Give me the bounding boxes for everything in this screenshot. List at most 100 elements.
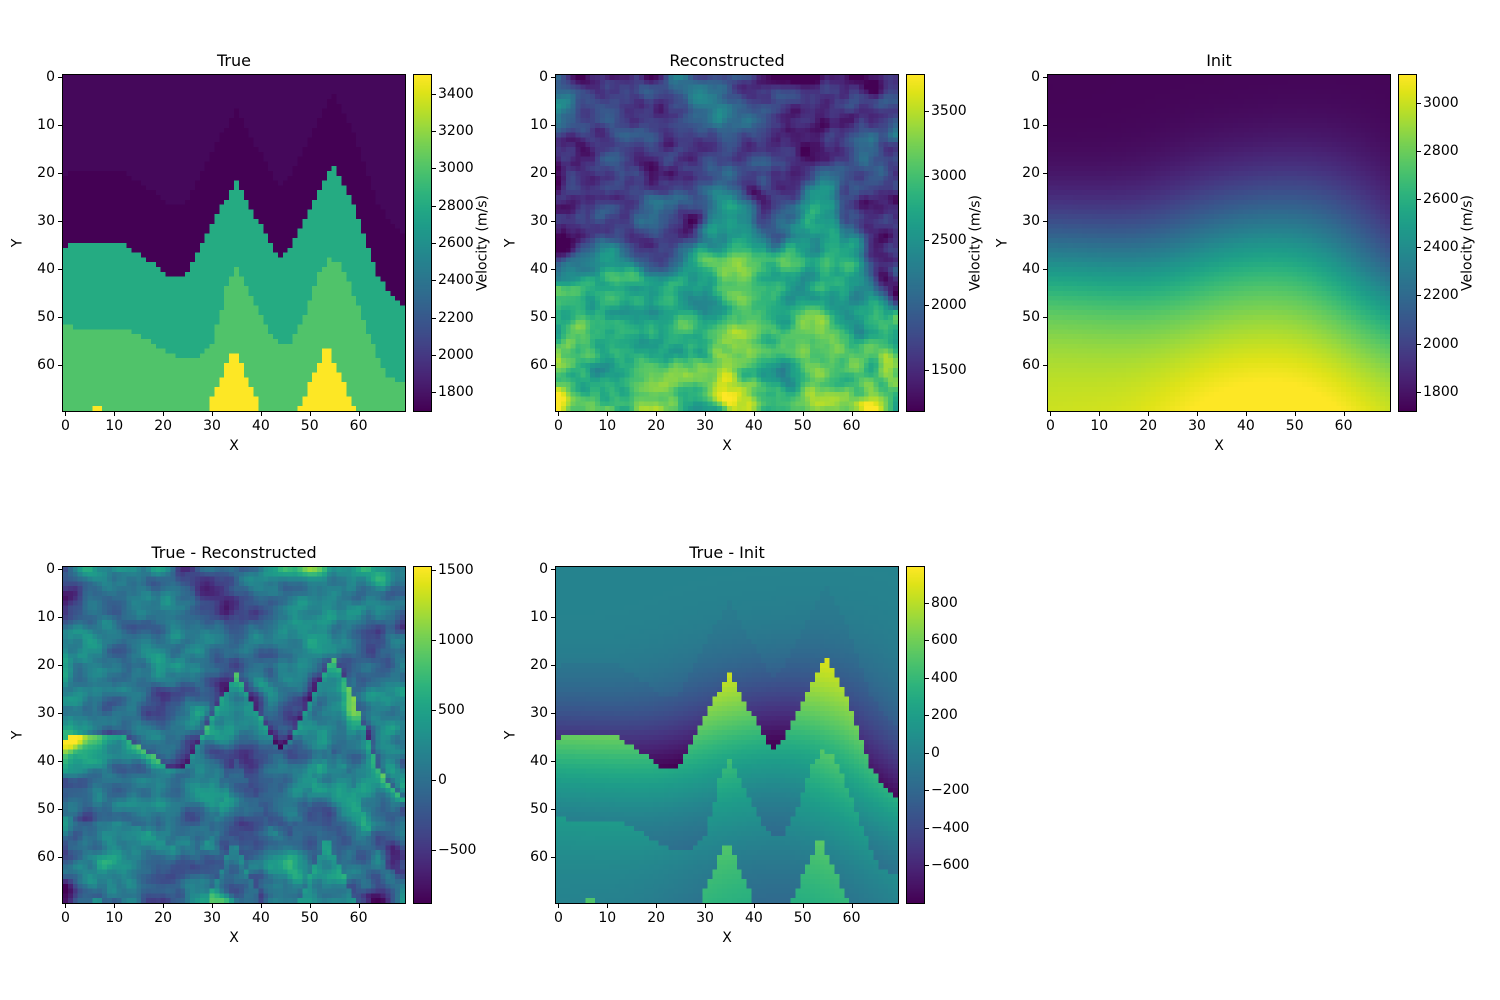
y-tick-mark (551, 809, 555, 811)
colorbar-tick-mark (925, 240, 929, 242)
colorbar-canvas (907, 567, 924, 903)
x-tick-mark (753, 904, 755, 908)
x-tick-mark (212, 904, 213, 908)
x-tick-mark (705, 904, 706, 908)
colorbar-tick-label: 2400 (1423, 239, 1459, 256)
y-tick-label: 0 (539, 69, 548, 86)
y-axis-label: Y (502, 238, 519, 248)
y-tick-mark (1043, 221, 1047, 223)
colorbar-tick-mark (925, 640, 929, 642)
x-tick-label: 60 (349, 910, 368, 926)
colorbar-tick-label: 200 (931, 707, 958, 724)
colorbar-tick-label: 400 (931, 669, 958, 686)
colorbar-tick-label: 3000 (1423, 94, 1459, 111)
colorbar-tick-label: −200 (931, 782, 970, 799)
colorbar-tick-mark (925, 865, 929, 867)
plot-title: True - Init (689, 543, 765, 562)
y-tick-label: 60 (530, 357, 548, 374)
colorbar-tick-label: 2000 (931, 297, 967, 314)
y-tick-label: 60 (37, 357, 55, 374)
x-axis-label: X (229, 930, 239, 946)
x-tick-label: 30 (1188, 418, 1206, 434)
y-tick-label: 40 (530, 753, 548, 770)
y-tick-label: 10 (37, 117, 55, 134)
x-tick-mark (1099, 412, 1101, 416)
colorbar-tick-label: 2600 (438, 235, 474, 251)
x-tick-mark (358, 412, 360, 416)
colorbar-tick-label: 1800 (438, 384, 474, 401)
y-tick-mark (58, 761, 62, 763)
x-tick-label: 40 (251, 418, 270, 434)
y-tick-label: 30 (37, 213, 55, 230)
x-tick-label: 20 (154, 910, 173, 926)
x-tick-mark (65, 412, 67, 416)
colorbar-tick-mark (432, 569, 436, 571)
x-tick-label: 30 (203, 418, 221, 434)
x-tick-label: 10 (598, 418, 617, 434)
y-tick-mark (551, 713, 555, 715)
colorbar-tick-label: 2800 (438, 197, 474, 214)
heatmap-canvas (1048, 75, 1390, 411)
y-axis-label: Y (9, 238, 26, 248)
y-tick-mark (58, 713, 62, 715)
colorbar-tick-label: 1500 (931, 361, 967, 378)
colorbar-tick-mark (432, 639, 436, 641)
colorbar-tick-mark (432, 317, 436, 319)
colorbar-tick-mark (432, 709, 436, 711)
x-tick-mark (65, 904, 67, 908)
heatmap-canvas (556, 75, 898, 411)
colorbar-tick-label: 2200 (438, 309, 474, 326)
y-tick-label: 0 (1031, 69, 1040, 86)
colorbar-tick-label: −500 (438, 841, 477, 858)
y-tick-mark (58, 665, 62, 667)
x-axis-label: X (229, 438, 239, 454)
x-tick-label: 40 (1236, 418, 1255, 434)
x-axis-label: X (722, 930, 732, 946)
colorbar-tick-label: 3200 (438, 123, 474, 139)
y-tick-mark (58, 365, 62, 367)
colorbar-tick-label: 2500 (931, 232, 967, 249)
colorbar (413, 74, 432, 412)
x-tick-label: 50 (300, 418, 319, 434)
colorbar-tick-label: −600 (931, 857, 970, 874)
x-tick-label: 50 (300, 910, 319, 926)
y-tick-label: 30 (1022, 213, 1040, 230)
y-tick-mark (551, 569, 555, 571)
y-tick-label: 40 (1022, 261, 1040, 278)
x-tick-label: 60 (1334, 418, 1353, 434)
x-tick-label: 20 (647, 910, 666, 926)
colorbar-label: Velocity (m/s) (474, 195, 491, 291)
y-tick-mark (551, 77, 555, 79)
y-tick-label: 0 (539, 561, 548, 578)
y-tick-mark (1043, 77, 1047, 79)
y-tick-label: 50 (1022, 309, 1040, 326)
x-tick-label: 0 (553, 418, 563, 434)
colorbar-tick-label: 1000 (438, 631, 474, 648)
colorbar-tick-label: 600 (931, 632, 958, 649)
colorbar-tick-label: 3500 (931, 103, 967, 120)
y-tick-label: 50 (37, 801, 55, 818)
x-tick-mark (851, 904, 853, 908)
colorbar-tick-mark (432, 779, 436, 781)
colorbar-tick-mark (432, 93, 436, 95)
x-tick-mark (358, 904, 360, 908)
colorbar-tick-label: 2200 (1423, 287, 1459, 304)
colorbar-tick-mark (1417, 391, 1421, 393)
y-axis-label: Y (9, 730, 26, 740)
colorbar-tick-mark (432, 205, 436, 207)
x-tick-label: 20 (647, 418, 666, 434)
x-tick-mark (851, 412, 853, 416)
y-tick-label: 20 (37, 165, 55, 182)
y-tick-mark (58, 125, 62, 127)
colorbar-canvas (414, 75, 431, 411)
y-tick-label: 10 (530, 609, 548, 626)
colorbar-tick-mark (925, 827, 929, 829)
x-tick-label: 30 (696, 418, 714, 434)
x-tick-label: 10 (1090, 418, 1109, 434)
y-tick-mark (551, 317, 555, 319)
y-tick-label: 50 (530, 309, 548, 326)
y-tick-mark (1043, 125, 1047, 127)
x-tick-label: 0 (553, 910, 563, 926)
x-tick-label: 10 (105, 418, 124, 434)
colorbar-tick-label: 0 (931, 744, 940, 761)
